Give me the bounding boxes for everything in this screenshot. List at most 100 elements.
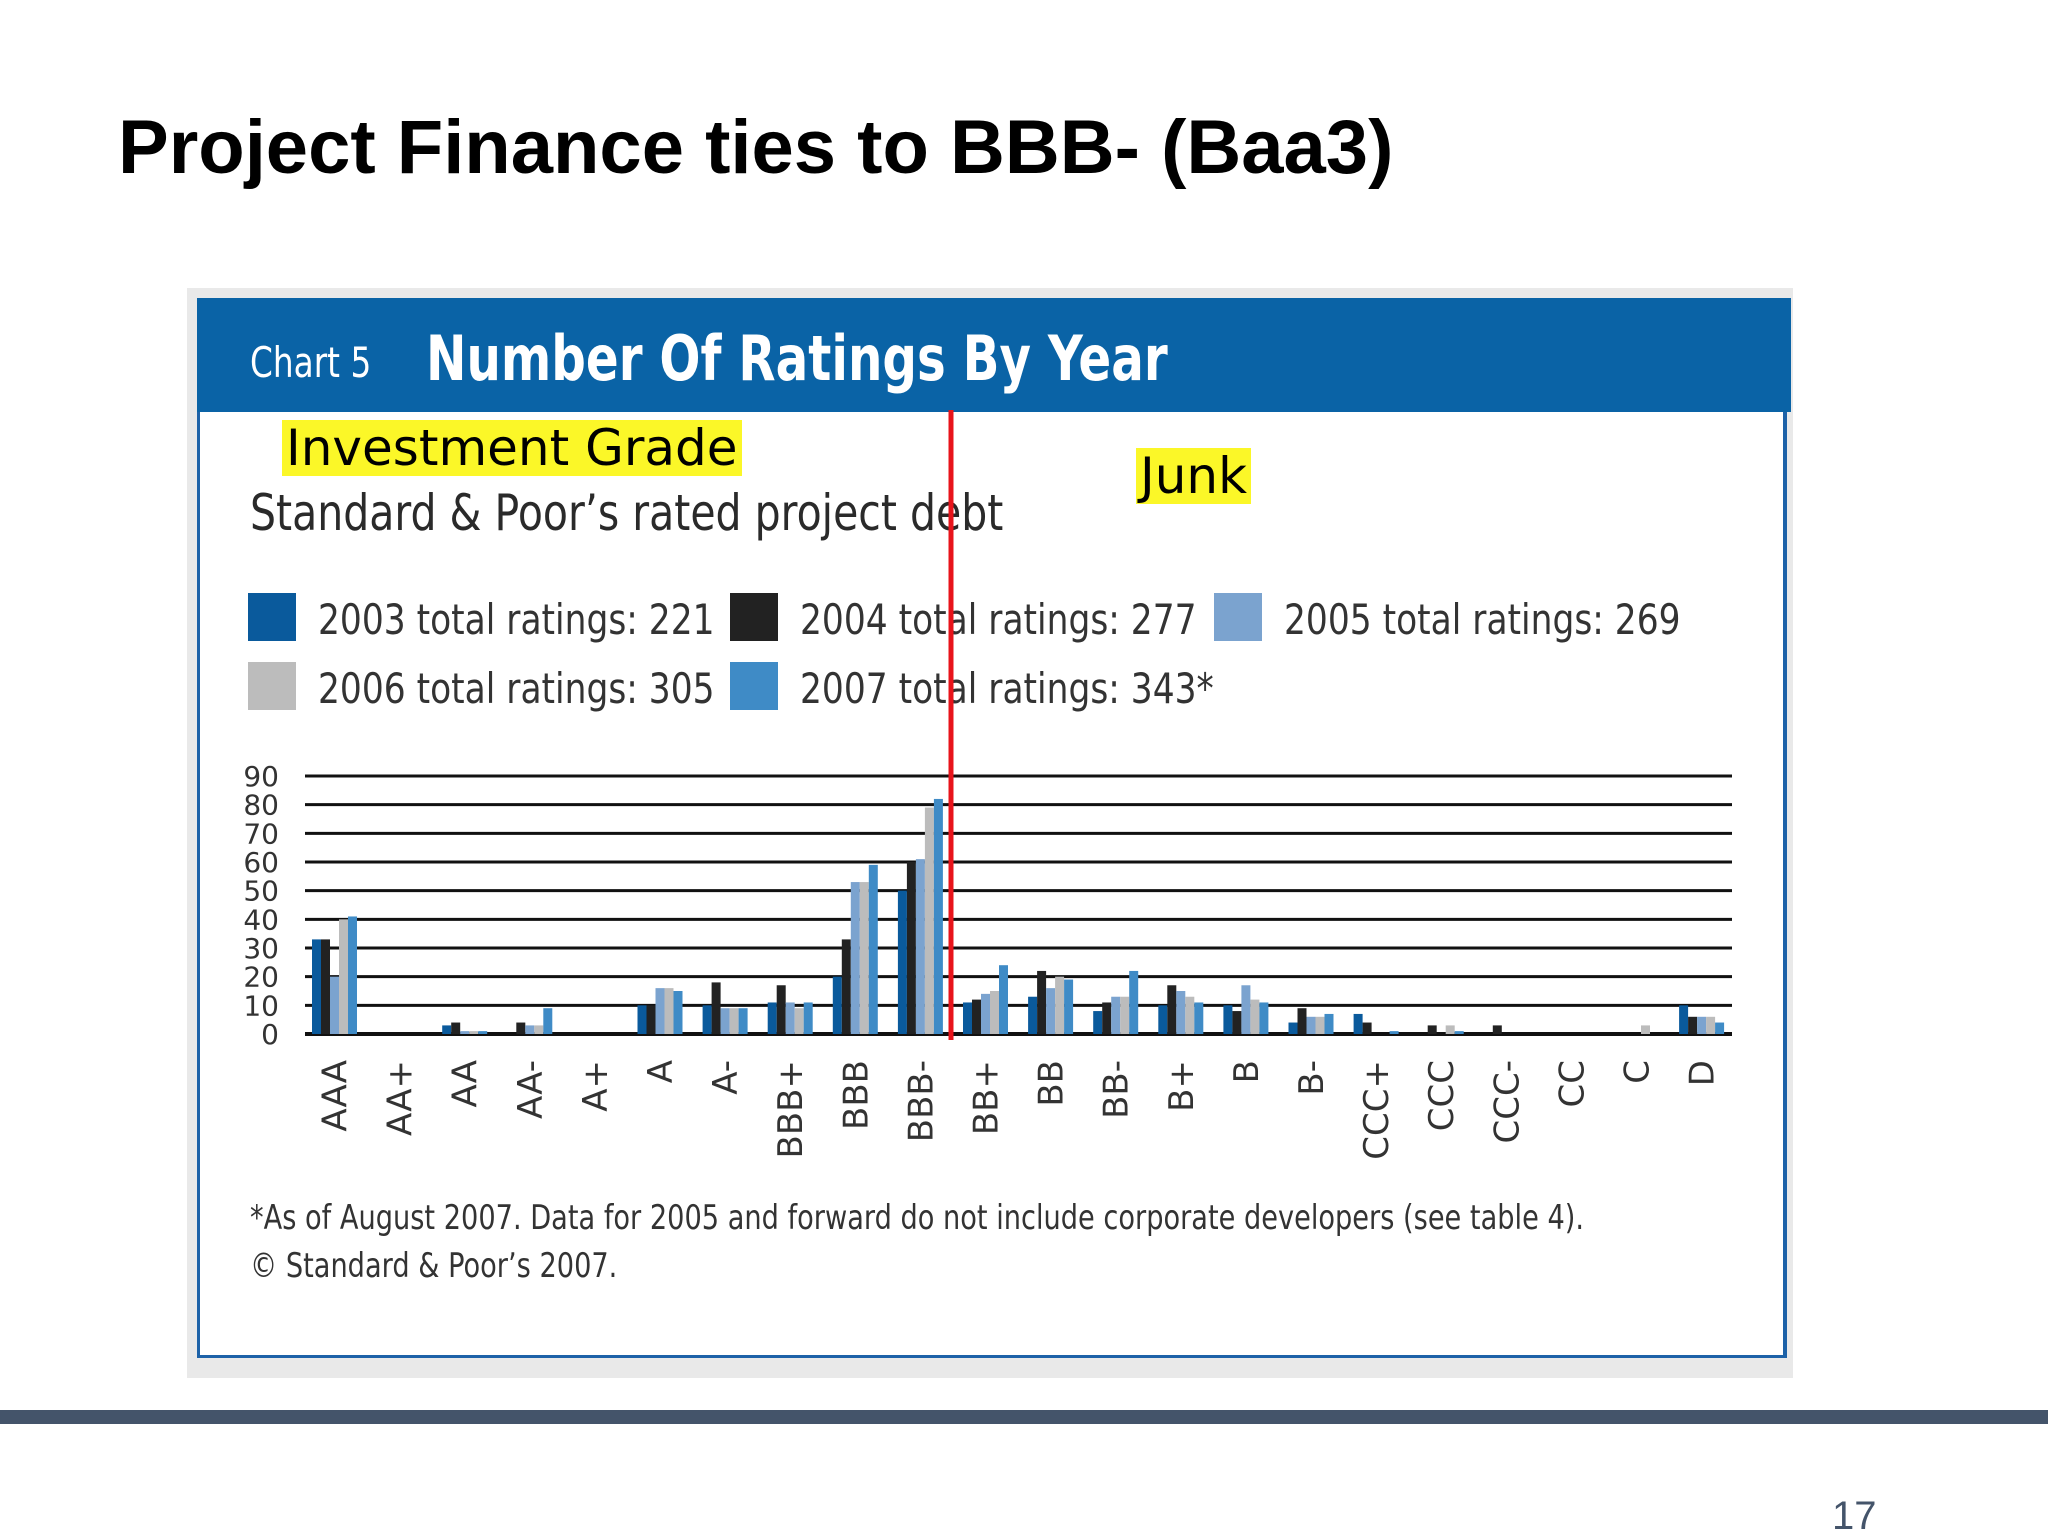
slide-title: Project Finance ties to BBB- (Baa3) [118, 105, 1394, 190]
bar [711, 982, 721, 1034]
page-number: 17 [1832, 1494, 1877, 1538]
bar [850, 882, 860, 1034]
bar [841, 939, 851, 1034]
bar [1492, 1025, 1502, 1034]
bar [451, 1022, 461, 1034]
bar [1129, 970, 1139, 1034]
bar [702, 1005, 712, 1034]
bar [1232, 1011, 1242, 1034]
bar [1427, 1025, 1437, 1034]
legend-label: 2003 total ratings: 221 [318, 595, 715, 644]
bar [1111, 996, 1121, 1034]
x-tick-label: BBB [836, 1060, 876, 1130]
legend-swatch [730, 593, 778, 641]
chart-title: Number Of Ratings By Year [426, 322, 1168, 395]
bar [1445, 1025, 1455, 1034]
bar [1389, 1031, 1399, 1034]
legend-swatch [1214, 593, 1262, 641]
bar [330, 976, 339, 1034]
bar [981, 993, 990, 1034]
x-tick-label: AAA [316, 1060, 356, 1132]
x-tick-label: A- [706, 1060, 746, 1095]
x-tick-label: B+ [1162, 1060, 1202, 1112]
bar [469, 1031, 479, 1034]
bar [534, 1025, 544, 1034]
x-tick-label: AA [446, 1060, 486, 1107]
bar [442, 1025, 452, 1034]
bar [348, 916, 357, 1034]
bar [646, 1005, 656, 1034]
footer-bar [0, 1410, 2048, 1424]
bar [1454, 1031, 1464, 1034]
bar [1241, 985, 1251, 1034]
x-tick-label: AA- [511, 1060, 551, 1119]
bar [1315, 1016, 1325, 1034]
bar [1028, 996, 1038, 1034]
bar [803, 1002, 813, 1034]
bar [664, 988, 674, 1034]
x-tick-label: BB- [1097, 1060, 1137, 1119]
bar [1120, 996, 1130, 1034]
x-tick-label: CCC [1422, 1060, 1462, 1131]
y-tick-label: 40 [243, 903, 279, 936]
bar [525, 1025, 535, 1034]
bar [1697, 1016, 1707, 1034]
x-tick-label: D [1683, 1060, 1723, 1086]
bar [1297, 1008, 1307, 1034]
bar [1715, 1022, 1725, 1034]
bar [794, 1008, 804, 1034]
bar [868, 864, 878, 1034]
legend-label: 2004 total ratings: 277 [800, 595, 1197, 644]
bar [972, 999, 981, 1034]
footnote: *As of August 2007. Data for 2005 and fo… [250, 1198, 1585, 1238]
bar [1194, 1002, 1204, 1034]
x-tick-label: B- [1292, 1060, 1332, 1096]
bar [673, 991, 683, 1034]
bar [1362, 1022, 1372, 1034]
bar [933, 798, 943, 1034]
bar [655, 988, 665, 1034]
bar [1250, 999, 1260, 1034]
bar [1324, 1013, 1334, 1034]
x-tick-label: B [1227, 1060, 1267, 1083]
x-tick-label: CCC- [1487, 1060, 1527, 1144]
bar [990, 991, 999, 1034]
bar [1641, 1025, 1650, 1034]
y-tick-label: 0 [261, 1018, 279, 1051]
x-tick-label: CC [1552, 1060, 1592, 1107]
x-tick-label: BBB+ [771, 1060, 811, 1158]
bar [1167, 985, 1177, 1034]
legend-label: 2007 total ratings: 343* [800, 664, 1214, 713]
bar [1176, 991, 1186, 1034]
x-tick-label: C [1618, 1060, 1658, 1084]
bar [1037, 970, 1047, 1034]
figure-header [197, 298, 1791, 412]
bar [729, 1008, 739, 1034]
bar [312, 939, 321, 1034]
chart-number: Chart 5 [250, 338, 372, 387]
bar [516, 1022, 526, 1034]
bar [720, 1008, 730, 1034]
bar [1055, 976, 1065, 1034]
bar [776, 985, 786, 1034]
y-tick-label: 10 [243, 989, 279, 1022]
x-tick-label: BBB- [901, 1060, 941, 1142]
bar [1102, 1002, 1112, 1034]
bar [1259, 1002, 1269, 1034]
legend-label: 2005 total ratings: 269 [1284, 595, 1681, 644]
bar [906, 862, 916, 1034]
bar [897, 890, 907, 1034]
bar [478, 1031, 488, 1034]
bar [999, 965, 1008, 1034]
bar [1306, 1016, 1316, 1034]
bar [1688, 1016, 1698, 1034]
y-tick-label: 60 [243, 846, 279, 879]
bar [637, 1005, 647, 1034]
x-tick-label: BB [1032, 1060, 1072, 1107]
y-tick-label: 50 [243, 875, 279, 908]
bar [339, 919, 348, 1034]
bar [785, 1002, 795, 1034]
x-tick-label: A [641, 1060, 681, 1083]
y-tick-label: 90 [243, 760, 279, 793]
